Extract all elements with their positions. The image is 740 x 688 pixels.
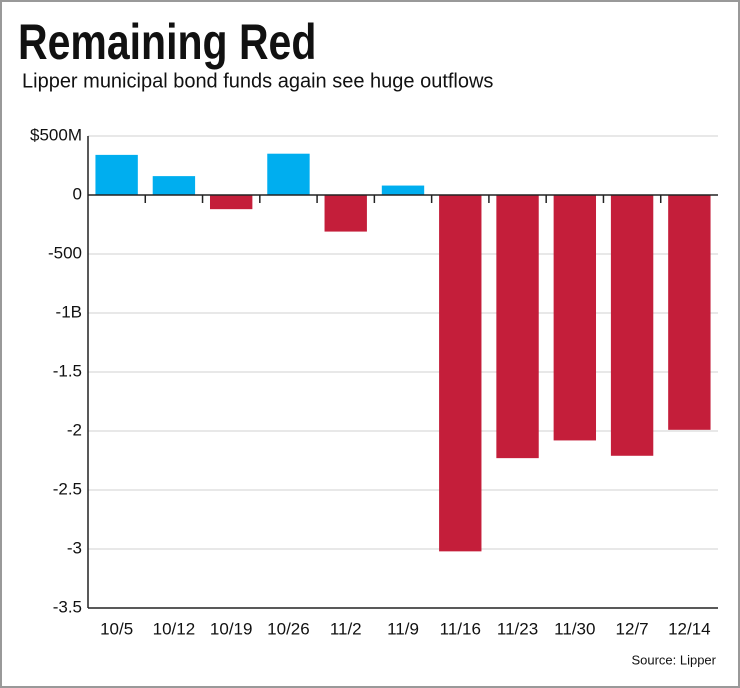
x-tick-label: 11/9 — [387, 619, 419, 638]
x-tick-label: 10/19 — [210, 619, 253, 638]
bar — [668, 195, 711, 430]
x-tick-label: 10/26 — [267, 619, 310, 638]
y-tick-label: -2 — [67, 420, 82, 439]
source-note: Source: Lipper — [631, 652, 716, 667]
bar — [267, 153, 310, 195]
y-tick-label: -1B — [56, 302, 82, 321]
x-tick-label: 12/7 — [616, 619, 649, 638]
y-tick-label: $500M — [30, 125, 82, 144]
y-tick-label: -2.5 — [53, 479, 82, 498]
x-tick-label: 12/14 — [668, 619, 711, 638]
bar — [324, 195, 367, 232]
bar — [496, 195, 539, 459]
bar — [95, 154, 138, 195]
y-tick-label: -1.5 — [53, 361, 82, 380]
chart-subtitle: Lipper municipal bond funds again see hu… — [22, 70, 493, 92]
bar — [610, 195, 654, 456]
bar — [152, 176, 196, 195]
x-tick-label: 11/23 — [497, 619, 538, 638]
bar — [553, 195, 597, 441]
x-tick-label: 10/12 — [153, 619, 196, 638]
y-tick-label: -500 — [48, 243, 82, 262]
y-tick-label: -3.5 — [53, 597, 82, 616]
x-tick-label: 11/30 — [554, 619, 595, 638]
bar — [381, 185, 425, 195]
bar — [209, 195, 253, 210]
x-tick-label: 11/16 — [440, 619, 481, 638]
y-tick-label: 0 — [73, 184, 82, 203]
x-tick-label: 11/2 — [330, 619, 362, 638]
bar — [439, 195, 482, 552]
x-tick-label: 10/5 — [100, 619, 133, 638]
y-tick-label: -3 — [67, 538, 82, 557]
chart-title: Remaining Red — [18, 14, 316, 70]
